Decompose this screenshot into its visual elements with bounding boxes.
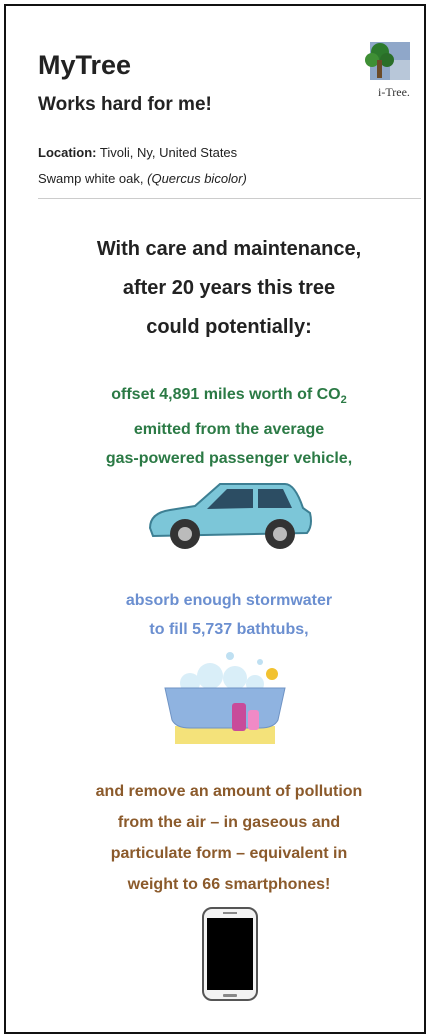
benefit-line: emitted from the average [20,415,433,444]
location-label: Location: [38,145,97,160]
benefit-text: offset 4,891 miles worth of CO [111,386,340,403]
intro-line: With care and maintenance, [20,230,433,269]
benefit-line: weight to 66 smartphones! [20,869,433,900]
itree-logo: i-Tree. [360,40,422,102]
species-name: Swamp white oak, [38,171,144,186]
benefit-line: gas-powered passenger vehicle, [20,444,433,473]
benefit-line: to fill 5,737 bathtubs, [20,615,433,644]
bathtub-icon [160,648,290,748]
benefit-line: and remove an amount of pollution [20,776,433,807]
location: Location: Tivoli, Ny, United States [38,145,237,160]
benefit-line: particulate form – equivalent in [20,838,433,869]
divider [38,198,421,199]
subscript: 2 [341,394,347,406]
title: MyTree [38,50,131,81]
scientific-name: (Quercus bicolor) [147,171,247,186]
car-icon [145,478,315,553]
intro-line: could potentially: [20,308,433,347]
intro-line: after 20 years this tree [20,269,433,308]
benefit-line: from the air – in gaseous and [20,807,433,838]
smartphone-icon [201,906,259,1002]
co2-benefit: offset 4,891 miles worth of CO2 emitted … [20,380,433,473]
intro: With care and maintenance, after 20 year… [20,230,433,347]
benefit-line: absorb enough stormwater [20,586,433,615]
location-value: Tivoli, Ny, United States [100,145,237,160]
pollution-benefit: and remove an amount of pollution from t… [20,776,433,900]
page: MyTree Works hard for me! i-Tree. Locati… [0,0,433,1019]
subtitle: Works hard for me! [38,94,212,116]
stormwater-benefit: absorb enough stormwater to fill 5,737 b… [20,586,433,644]
benefit-line: offset 4,891 miles worth of CO2 [20,380,433,415]
species: Swamp white oak, (Quercus bicolor) [38,171,247,186]
logo-text: i-Tree. [378,85,410,99]
